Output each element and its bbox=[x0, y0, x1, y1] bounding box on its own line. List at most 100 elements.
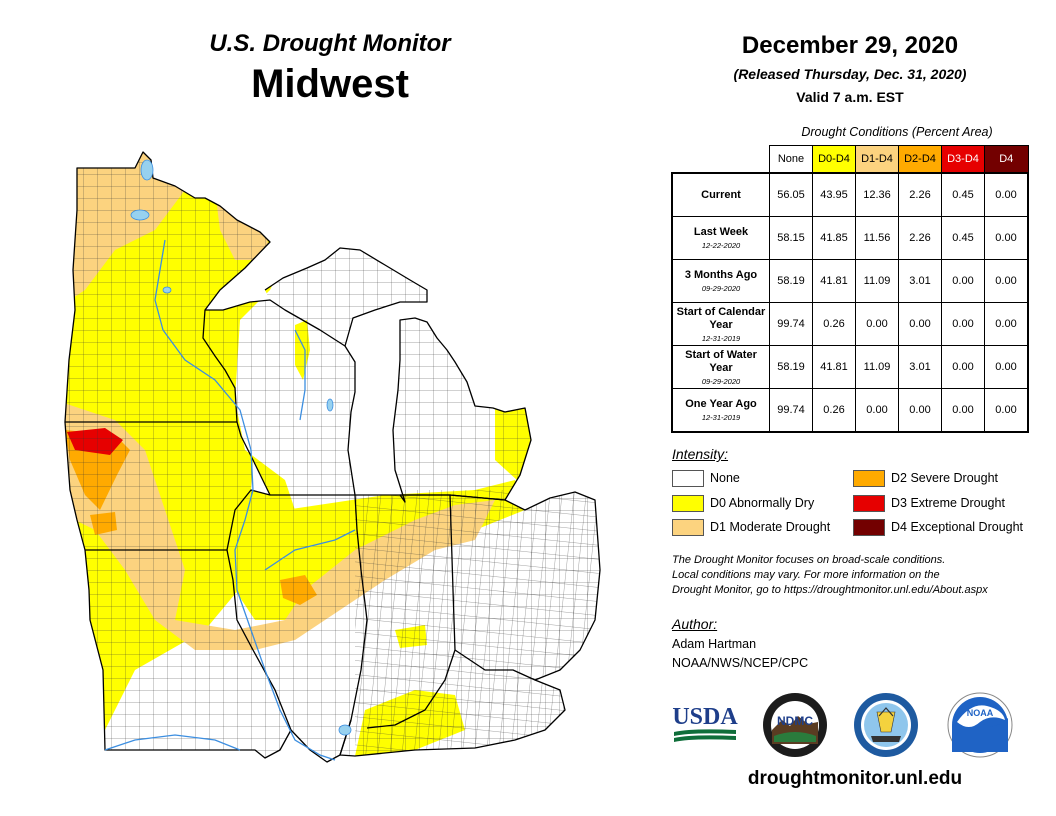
table-cell: 11.09 bbox=[855, 345, 899, 389]
legend-swatch bbox=[672, 519, 704, 536]
row-date: 09-29-2020 bbox=[701, 284, 741, 293]
table-header-row: None D0-D4 D1-D4 D2-D4 D3-D4 D4 bbox=[672, 145, 1029, 174]
row-label-text: One Year Ago bbox=[685, 398, 757, 410]
note-line: Local conditions may vary. For more info… bbox=[672, 569, 940, 581]
release-date: (Released Thursday, Dec. 31, 2020) bbox=[733, 66, 967, 82]
table-row: Current 56.05 43.95 12.36 2.26 0.45 0.00 bbox=[671, 172, 1029, 217]
table-cell: 0.00 bbox=[855, 302, 899, 346]
author-org: NOAA/NWS/NCEP/CPC bbox=[672, 656, 809, 670]
site-url[interactable]: droughtmonitor.unl.edu bbox=[747, 768, 963, 789]
table-row: 3 Months Ago 09-29-2020 58.19 41.81 11.09 3.0… bbox=[671, 259, 1029, 303]
column-header: D3-D4 bbox=[941, 145, 985, 173]
table-cell: 0.00 bbox=[898, 302, 942, 346]
table-cell: 3.01 bbox=[898, 259, 942, 303]
table-cell: 0.45 bbox=[941, 216, 985, 260]
row-label: Last Week 12-22-2020 bbox=[671, 216, 770, 260]
table-cell: 0.00 bbox=[941, 388, 985, 433]
table-row: Last Week 12-22-2020 58.15 41.85 11.56 2.26 0.… bbox=[671, 216, 1029, 260]
row-label: Current bbox=[671, 172, 770, 217]
table-row: One Year Ago 12-31-2019 99.74 0.26 0.00 0.00 0… bbox=[671, 388, 1029, 433]
table-cell: 41.81 bbox=[812, 259, 856, 303]
column-header: D0-D4 bbox=[812, 145, 856, 173]
table-cell: 0.00 bbox=[984, 302, 1029, 346]
column-header: None bbox=[769, 145, 813, 173]
table-cell: 3.01 bbox=[898, 345, 942, 389]
table-cell: 2.26 bbox=[898, 216, 942, 260]
row-date: 09-29-2020 bbox=[701, 376, 741, 386]
row-date: 12-22-2020 bbox=[701, 241, 741, 250]
column-header: D2-D4 bbox=[898, 145, 942, 173]
valid-time: Valid 7 a.m. EST bbox=[796, 89, 904, 105]
table-row: Start of Water Year 09-29-2020 58.19 41.81 1… bbox=[671, 345, 1029, 389]
table-cell: 43.95 bbox=[812, 172, 856, 217]
column-header: D4 bbox=[984, 145, 1029, 173]
table-row: Start of Calendar Year 12-31-2019 99.74 0.2… bbox=[671, 302, 1029, 346]
ndmc-logo-text: NDMC bbox=[777, 714, 813, 728]
row-label: One Year Ago 12-31-2019 bbox=[671, 388, 770, 433]
disclaimer-note: The Drought Monitor focuses on broad-sca… bbox=[672, 553, 1042, 598]
table-cell: 11.09 bbox=[855, 259, 899, 303]
usda-logo-text: USDA bbox=[672, 704, 738, 730]
row-label: Start of Water Year 09-29-2020 bbox=[671, 345, 770, 389]
region-title: Midwest bbox=[251, 62, 409, 106]
report-date: December 29, 2020 bbox=[741, 32, 959, 59]
note-line: Drought Monitor, go to https://droughtmo… bbox=[672, 584, 988, 596]
table-cell: 0.00 bbox=[941, 345, 985, 389]
note-line: The Drought Monitor focuses on broad-sca… bbox=[672, 554, 946, 566]
table-body: Current 56.05 43.95 12.36 2.26 0.45 0.00 Last W… bbox=[671, 172, 1029, 433]
noaa-logo: NOAA bbox=[947, 692, 1013, 758]
table-cell: 0.00 bbox=[984, 345, 1029, 389]
table-cell: 58.15 bbox=[769, 216, 813, 260]
legend-swatch bbox=[853, 495, 885, 512]
legend-label: D0 Abnormally Dry bbox=[710, 496, 815, 510]
row-label-text: Last Week bbox=[693, 226, 749, 238]
author-label: Author: bbox=[672, 616, 718, 632]
drought-stats-table: None D0-D4 D1-D4 D2-D4 D3-D4 D4 Current 5… bbox=[671, 145, 1029, 433]
table-cell: 41.85 bbox=[812, 216, 856, 260]
row-label: 3 Months Ago 09-29-2020 bbox=[671, 259, 770, 303]
row-label-text: 3 Months Ago bbox=[684, 269, 758, 281]
table-cell: 0.00 bbox=[855, 388, 899, 433]
table-cell: 2.26 bbox=[898, 172, 942, 217]
legend-swatch bbox=[672, 495, 704, 512]
table-cell: 99.74 bbox=[769, 388, 813, 433]
table-cell: 0.00 bbox=[984, 259, 1029, 303]
table-cell: 12.36 bbox=[855, 172, 899, 217]
legend-label: D4 Exceptional Drought bbox=[891, 520, 1024, 534]
table-caption: Drought Conditions (Percent Area) bbox=[801, 125, 993, 139]
legend-label: D2 Severe Drought bbox=[891, 471, 999, 485]
table-cell: 0.00 bbox=[984, 216, 1029, 260]
drought-map bbox=[64, 151, 601, 763]
noaa-logo-text: NOAA bbox=[967, 708, 994, 718]
table-cell: 58.19 bbox=[769, 345, 813, 389]
row-label-text: Start of Water Year bbox=[685, 348, 757, 374]
legend-label: D1 Moderate Drought bbox=[710, 520, 831, 534]
column-header: D1-D4 bbox=[855, 145, 899, 173]
legend-label: D3 Extreme Drought bbox=[891, 496, 1005, 510]
ndmc-logo: NDMC bbox=[763, 693, 827, 757]
usda-logo: USDA bbox=[672, 704, 738, 742]
table-cell: 99.74 bbox=[769, 302, 813, 346]
table-cell: 58.19 bbox=[769, 259, 813, 303]
row-label: Start of Calendar Year 12-31-2019 bbox=[671, 302, 770, 346]
table-cell: 11.56 bbox=[855, 216, 899, 260]
table-cell: 0.00 bbox=[941, 259, 985, 303]
row-label-text: Start of Calendar Year bbox=[676, 305, 766, 331]
table-cell: 0.26 bbox=[812, 388, 856, 433]
table-cell: 0.00 bbox=[898, 388, 942, 433]
row-date: 12-31-2019 bbox=[701, 333, 741, 343]
legend-swatch bbox=[672, 470, 704, 487]
legend-title: Intensity: bbox=[672, 446, 729, 462]
author-name: Adam Hartman bbox=[672, 637, 757, 651]
table-cell: 0.00 bbox=[941, 302, 985, 346]
row-label-text: Current bbox=[701, 188, 741, 201]
table-cell: 41.81 bbox=[812, 345, 856, 389]
table-cell: 0.26 bbox=[812, 302, 856, 346]
table-cell: 0.00 bbox=[984, 172, 1029, 217]
row-date: 12-31-2019 bbox=[701, 413, 741, 422]
commerce-seal-logo bbox=[854, 693, 918, 757]
legend-swatch bbox=[853, 470, 885, 487]
legend-label: None bbox=[710, 471, 740, 485]
table-corner bbox=[672, 146, 770, 174]
table-cell: 0.00 bbox=[984, 388, 1029, 433]
